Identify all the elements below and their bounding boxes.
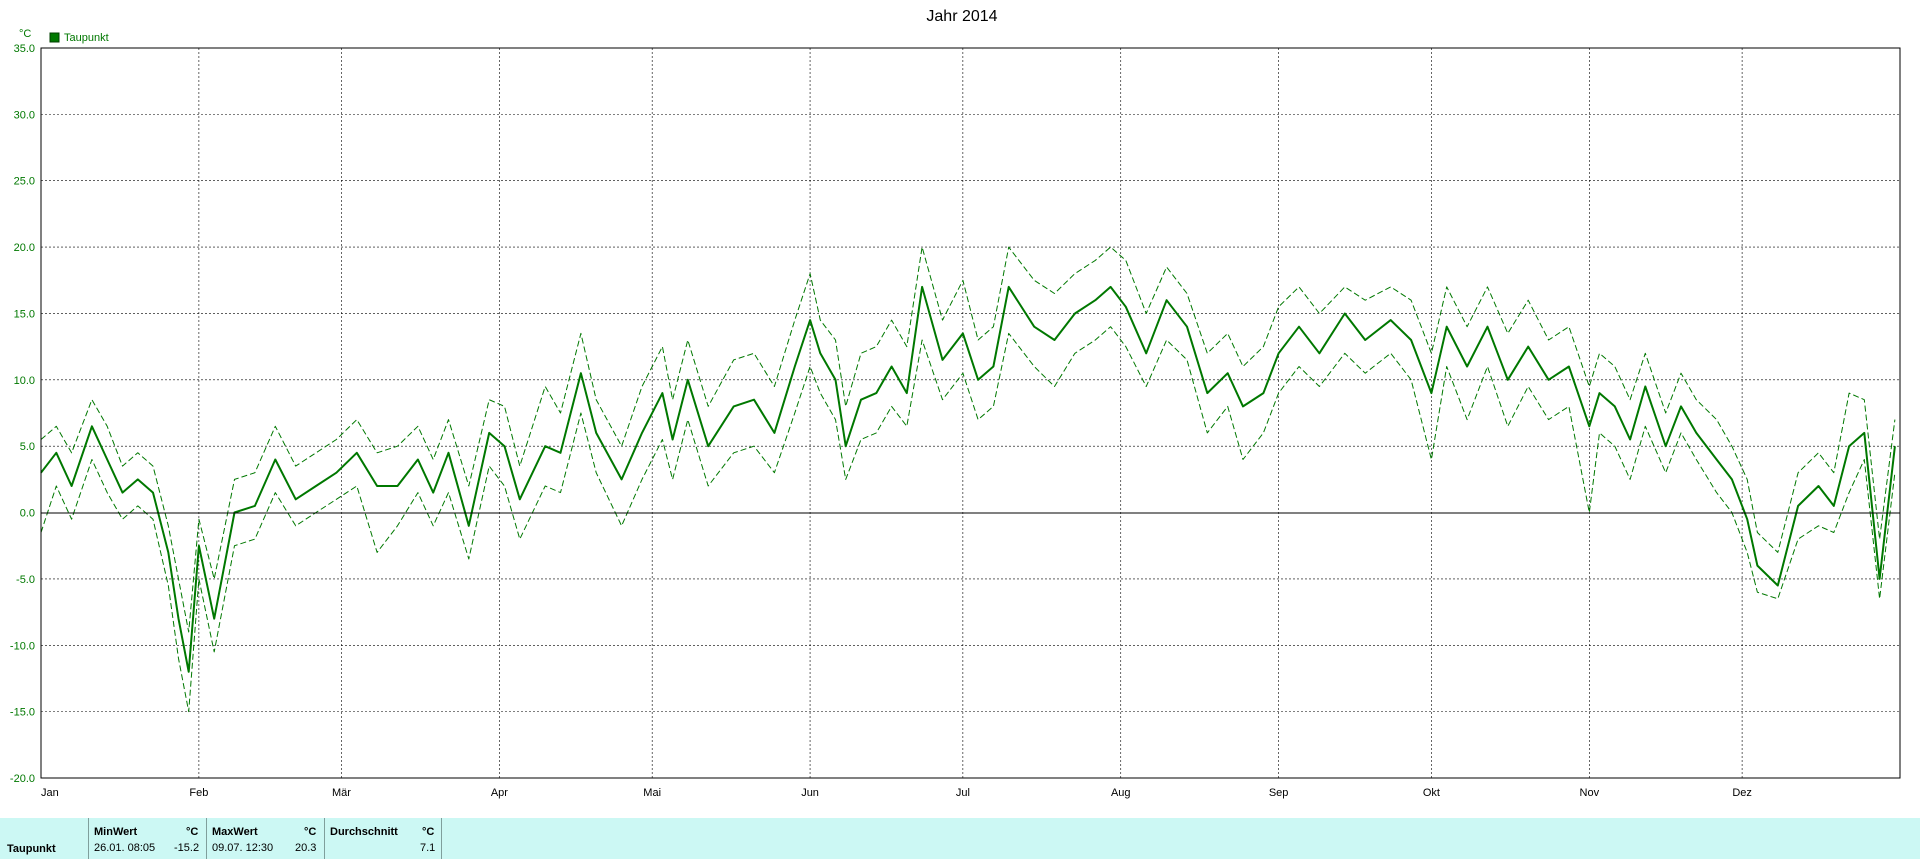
statistics-bar: Taupunkt MinWert °C 26.01. 08:05 -15.2 M…	[0, 818, 1920, 859]
x-tick-labels: Jan Feb Mär Apr Mai Jun Jul Aug Sep Okt Nov Dez	[41, 787, 1752, 799]
y-tick-label: 5.0	[20, 441, 35, 453]
x-tick-label: Jan	[41, 787, 59, 799]
x-tick-label: Sep	[1269, 787, 1289, 799]
x-tick-label: Mai	[643, 787, 661, 799]
y-tick-label: 25.0	[14, 176, 35, 188]
avg-unit: °C	[422, 826, 435, 838]
min-time: 26.01. 08:05	[94, 842, 156, 854]
x-tick-label: Okt	[1423, 787, 1440, 799]
y-tick-label: 30.0	[14, 109, 35, 121]
x-tick-label: Nov	[1580, 787, 1600, 799]
min-unit: °C	[186, 826, 199, 838]
y-tick-labels: 35.0 30.0 25.0 20.0 15.0 10.0 5.0 0.0 -5.0 -10.0 -…	[10, 43, 35, 785]
stats-separator	[441, 818, 442, 859]
max-unit: °C	[304, 826, 317, 838]
y-tick-label: 15.0	[14, 308, 35, 320]
series-line-min	[40, 326, 1896, 713]
legend-swatch	[49, 32, 60, 43]
x-tick-label: Mär	[332, 787, 351, 799]
y-axis-unit: °C	[19, 28, 31, 40]
y-tick-label: 20.0	[14, 242, 35, 254]
x-tick-label: Jul	[956, 787, 970, 799]
y-tick-label: -5.0	[16, 574, 35, 586]
legend: Taupunkt	[49, 32, 109, 44]
dewpoint-chart: Jahr 2014 °C Taupunkt 35.0 30.0 25.0 20.0 15…	[10, 8, 1901, 799]
stats-row-label: Taupunkt	[7, 843, 56, 855]
y-tick-label: 35.0	[14, 43, 35, 55]
series-lines	[40, 246, 1896, 713]
y-tick-label: 10.0	[14, 375, 35, 387]
legend-label: Taupunkt	[64, 32, 109, 44]
chart-title: Jahr 2014	[926, 8, 997, 25]
max-time: 09.07. 12:30	[212, 842, 274, 854]
min-header: MinWert	[94, 826, 138, 838]
stats-separator	[88, 818, 89, 859]
series-line-max	[40, 246, 1896, 633]
max-header: MaxWert	[212, 826, 258, 838]
max-value: 20.3	[295, 842, 317, 854]
min-value: -15.2	[174, 842, 200, 854]
y-tick-label: -20.0	[10, 773, 35, 785]
y-tick-label: 0.0	[20, 508, 35, 520]
series-line-main	[40, 285, 1896, 673]
avg-header: Durchschnitt	[330, 826, 398, 838]
plot-frame	[40, 47, 1901, 779]
stats-separator	[324, 818, 325, 859]
x-tick-label: Apr	[491, 787, 508, 799]
avg-value: 7.1	[420, 842, 436, 854]
x-tick-label: Feb	[189, 787, 208, 799]
y-tick-label: -10.0	[10, 640, 35, 652]
x-tick-label: Dez	[1732, 787, 1752, 799]
y-tick-label: -15.0	[10, 707, 35, 719]
x-tick-label: Aug	[1111, 787, 1131, 799]
grid	[41, 48, 1900, 778]
x-tick-label: Jun	[801, 787, 819, 799]
stats-separator	[206, 818, 207, 859]
